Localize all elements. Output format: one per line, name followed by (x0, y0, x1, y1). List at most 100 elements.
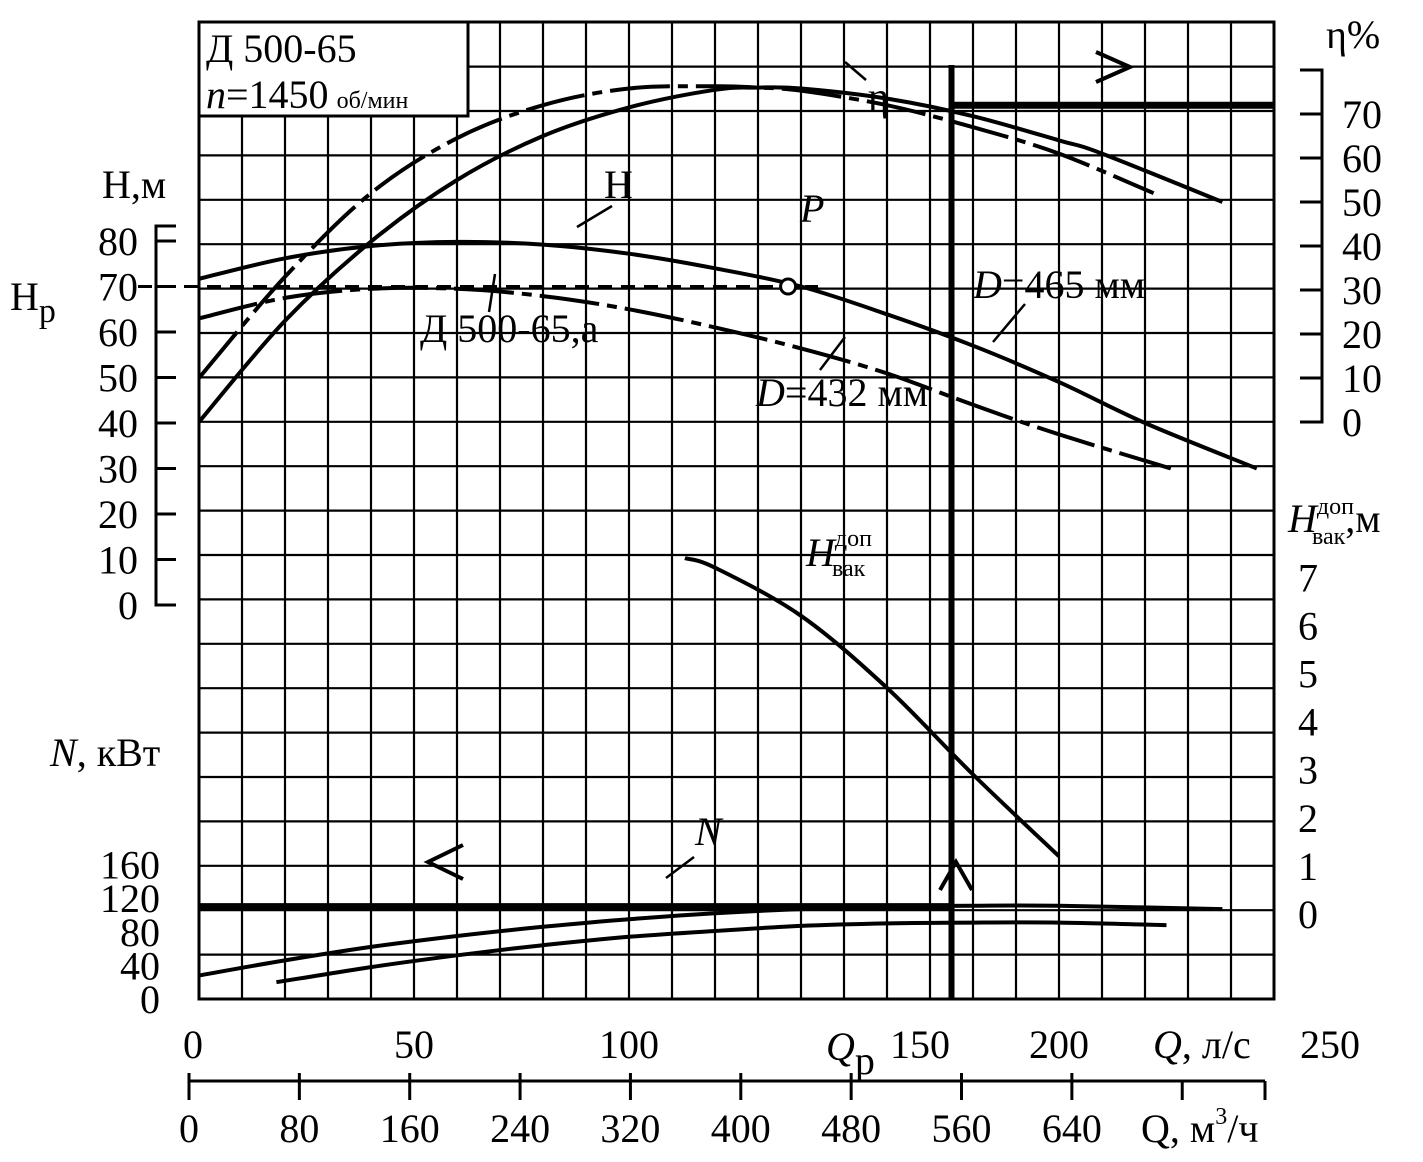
flow-ls-tick-label: 0 (183, 1022, 203, 1067)
efficiency-tick-label: 10 (1342, 356, 1382, 401)
efficiency-tick-label: 0 (1342, 400, 1362, 445)
chart-title: Д 500-65 (206, 26, 357, 71)
head-tick-label: 0 (118, 583, 138, 628)
power-tick-label: 40 (120, 943, 160, 988)
curve-h-465 (198, 239, 1258, 471)
label-eff-curve: η (868, 74, 889, 119)
efficiency-axis-label: η% (1326, 12, 1380, 57)
chart-subtitle: n=1450 об/мин (206, 72, 408, 117)
label-d465-main: D (972, 262, 1002, 307)
flow-m3h-axis-label-sup: 3 (1215, 1104, 1227, 1130)
npsh-tick-label: 0 (1298, 892, 1318, 937)
subtitle-value: =1450 (226, 72, 329, 117)
flow-arrow (938, 857, 974, 891)
flow-ls-axis-label: Q, л/с (1153, 1022, 1251, 1067)
label-d465-tail: =465 мм (1002, 262, 1145, 307)
operating-point-construction (138, 50, 1274, 999)
flow-m3h-axis-label: Q, м3/ч (1141, 1104, 1258, 1151)
qp-label: Qр (826, 1024, 875, 1083)
title-box (197, 20, 470, 118)
label-trimmed-pump: Д 500-65,а (420, 306, 599, 351)
curve-h-432 (198, 285, 1172, 471)
label-d465-leader (992, 303, 1026, 343)
npsh-axis-label-sup: доп (1317, 494, 1354, 520)
npsh-tick-label: 5 (1298, 652, 1318, 697)
head-tick-label: 10 (98, 538, 138, 583)
head-tick-label: 50 (98, 356, 138, 401)
power-tick-label: 80 (120, 910, 160, 955)
efficiency-tick-label: 50 (1342, 180, 1382, 225)
flow-m3h-ticks: 0 80 160 240 320 400 480 560 640 (179, 1073, 1267, 1151)
label-d432-tail: =432 мм (785, 370, 928, 415)
head-pump-label: Нр (10, 274, 56, 330)
npsh-axis-label-sub: вак (1312, 524, 1346, 550)
label-operating-point: P (799, 186, 824, 231)
npsh-tick-label: 7 (1298, 555, 1318, 600)
npsh-axis-label-unit: ,м (1345, 496, 1380, 541)
npsh-axis-label-main: H (1287, 496, 1319, 541)
head-tick-label: 30 (98, 447, 138, 492)
head-tick-label: 20 (98, 492, 138, 537)
flow-ls-axis-label-main: Q (1153, 1022, 1182, 1067)
power-tick-label: 120 (100, 876, 160, 921)
efficiency-arrow (1095, 50, 1135, 84)
flow-m3h-axis-label-main: Q, м (1141, 1106, 1215, 1151)
efficiency-tick-label: 30 (1342, 268, 1382, 313)
label-npsh-curve: Hдоп вак (805, 526, 872, 582)
head-tick-label: 80 (98, 219, 138, 264)
flow-ls-tick-label: 100 (599, 1022, 659, 1067)
power-axis-label: N, кВт (49, 730, 160, 775)
npsh-tick-label: 4 (1298, 700, 1318, 745)
efficiency-tick-label: 60 (1342, 136, 1382, 181)
flow-m3h-tick-label: 0 (179, 1106, 199, 1151)
power-tick-label: 160 (100, 843, 160, 888)
efficiency-tick-label: 20 (1342, 312, 1382, 357)
label-power-leader (665, 856, 695, 879)
curves (197, 84, 1258, 985)
head-tick-label: 40 (98, 401, 138, 446)
label-npsh-sub: вак (832, 556, 866, 582)
plot-frame (197, 20, 1276, 1001)
flow-m3h-tick-label: 240 (490, 1106, 550, 1151)
head-axis-bracket (154, 224, 176, 607)
npsh-axis-label: Hдоп вак,м (1287, 494, 1381, 550)
chart-grid (197, 20, 1276, 1001)
curve-n-432 (276, 920, 1167, 985)
label-trimmed-leader (487, 273, 497, 313)
label-head-leader (576, 204, 613, 229)
head-axis-label: Н,м (102, 162, 166, 207)
flow-ls-tick-label: 50 (394, 1022, 434, 1067)
head-pump-label-main: Н (10, 274, 39, 319)
flow-m3h-tick-label: 320 (600, 1106, 660, 1151)
power-axis-label-main: N (49, 730, 79, 775)
head-tick-label: 70 (98, 265, 138, 310)
label-d465: D=465 мм (972, 262, 1145, 307)
subtitle-n: n (206, 72, 226, 117)
flow-ls-tick-label: 150 (890, 1022, 950, 1067)
npsh-tick-label: 3 (1298, 748, 1318, 793)
npsh-tick-label: 6 (1298, 603, 1318, 648)
npsh-tick-label: 2 (1298, 796, 1318, 841)
subtitle-unit: об/мин (337, 88, 409, 114)
flow-m3h-tick-label: 80 (279, 1106, 319, 1151)
label-d432-main: D (755, 370, 785, 415)
label-head-curve: Н (604, 162, 633, 207)
flow-ls-tick-label: 250 (1300, 1022, 1360, 1067)
flow-ls-axis-label-unit: , л/с (1182, 1022, 1251, 1067)
flow-m3h-tick-label: 560 (932, 1106, 992, 1151)
curve-n-465 (198, 903, 1223, 978)
flow-m3h-tick-label: 160 (380, 1106, 440, 1151)
efficiency-tick-label: 70 (1342, 92, 1382, 137)
flow-m3h-tick-label: 480 (821, 1106, 881, 1151)
power-arrow (423, 843, 464, 881)
power-tick-label: 0 (140, 977, 160, 1022)
flow-m3h-axis-label-tail: /ч (1227, 1106, 1258, 1151)
qp-label-main: Q (826, 1024, 855, 1069)
operating-point-marker (779, 277, 798, 296)
